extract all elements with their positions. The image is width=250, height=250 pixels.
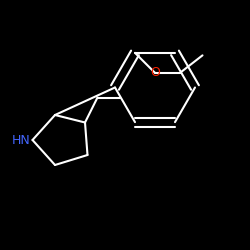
Text: HN: HN xyxy=(11,134,30,146)
Text: O: O xyxy=(150,66,160,79)
